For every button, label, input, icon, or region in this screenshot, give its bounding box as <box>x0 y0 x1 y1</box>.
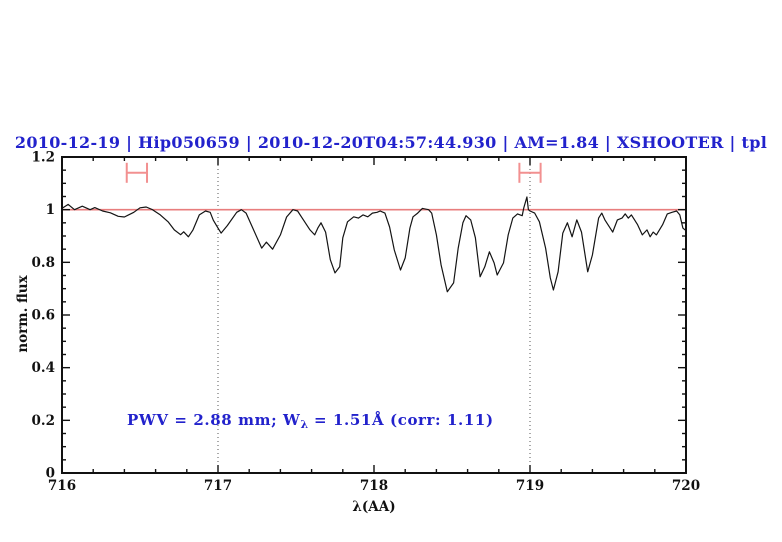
x-tick-label: 720 <box>672 478 700 494</box>
y-tick-label: 0.8 <box>32 255 56 271</box>
x-tick-label: 717 <box>204 478 232 494</box>
y-tick-label: 0.4 <box>32 360 56 376</box>
pwv-annotation: PWV = 2.88 mm; Wλ = 1.51Å (corr: 1.11) <box>127 411 494 431</box>
x-tick-label: 718 <box>360 478 388 494</box>
annotation-text-pre: PWV = 2.88 mm; W <box>127 411 301 429</box>
annotation-lambda-subscript: λ <box>300 418 309 431</box>
x-tick-label: 719 <box>516 478 544 494</box>
y-tick-label: 1 <box>46 202 55 218</box>
y-tick-label: 0 <box>46 466 55 482</box>
x-tick-label: 716 <box>48 478 76 494</box>
spectrum-line <box>61 196 687 293</box>
plot-title: 2010-12-19 | Hip050659 | 2010-12-20T04:5… <box>14 133 768 152</box>
y-tick-label: 0.6 <box>32 308 56 324</box>
annotation-text-post: = 1.51Å (corr: 1.11) <box>308 411 494 429</box>
y-tick-label: 1.2 <box>32 150 56 166</box>
y-tick-label: 0.2 <box>32 413 56 429</box>
x-axis-label: λ(AA) <box>352 499 396 515</box>
